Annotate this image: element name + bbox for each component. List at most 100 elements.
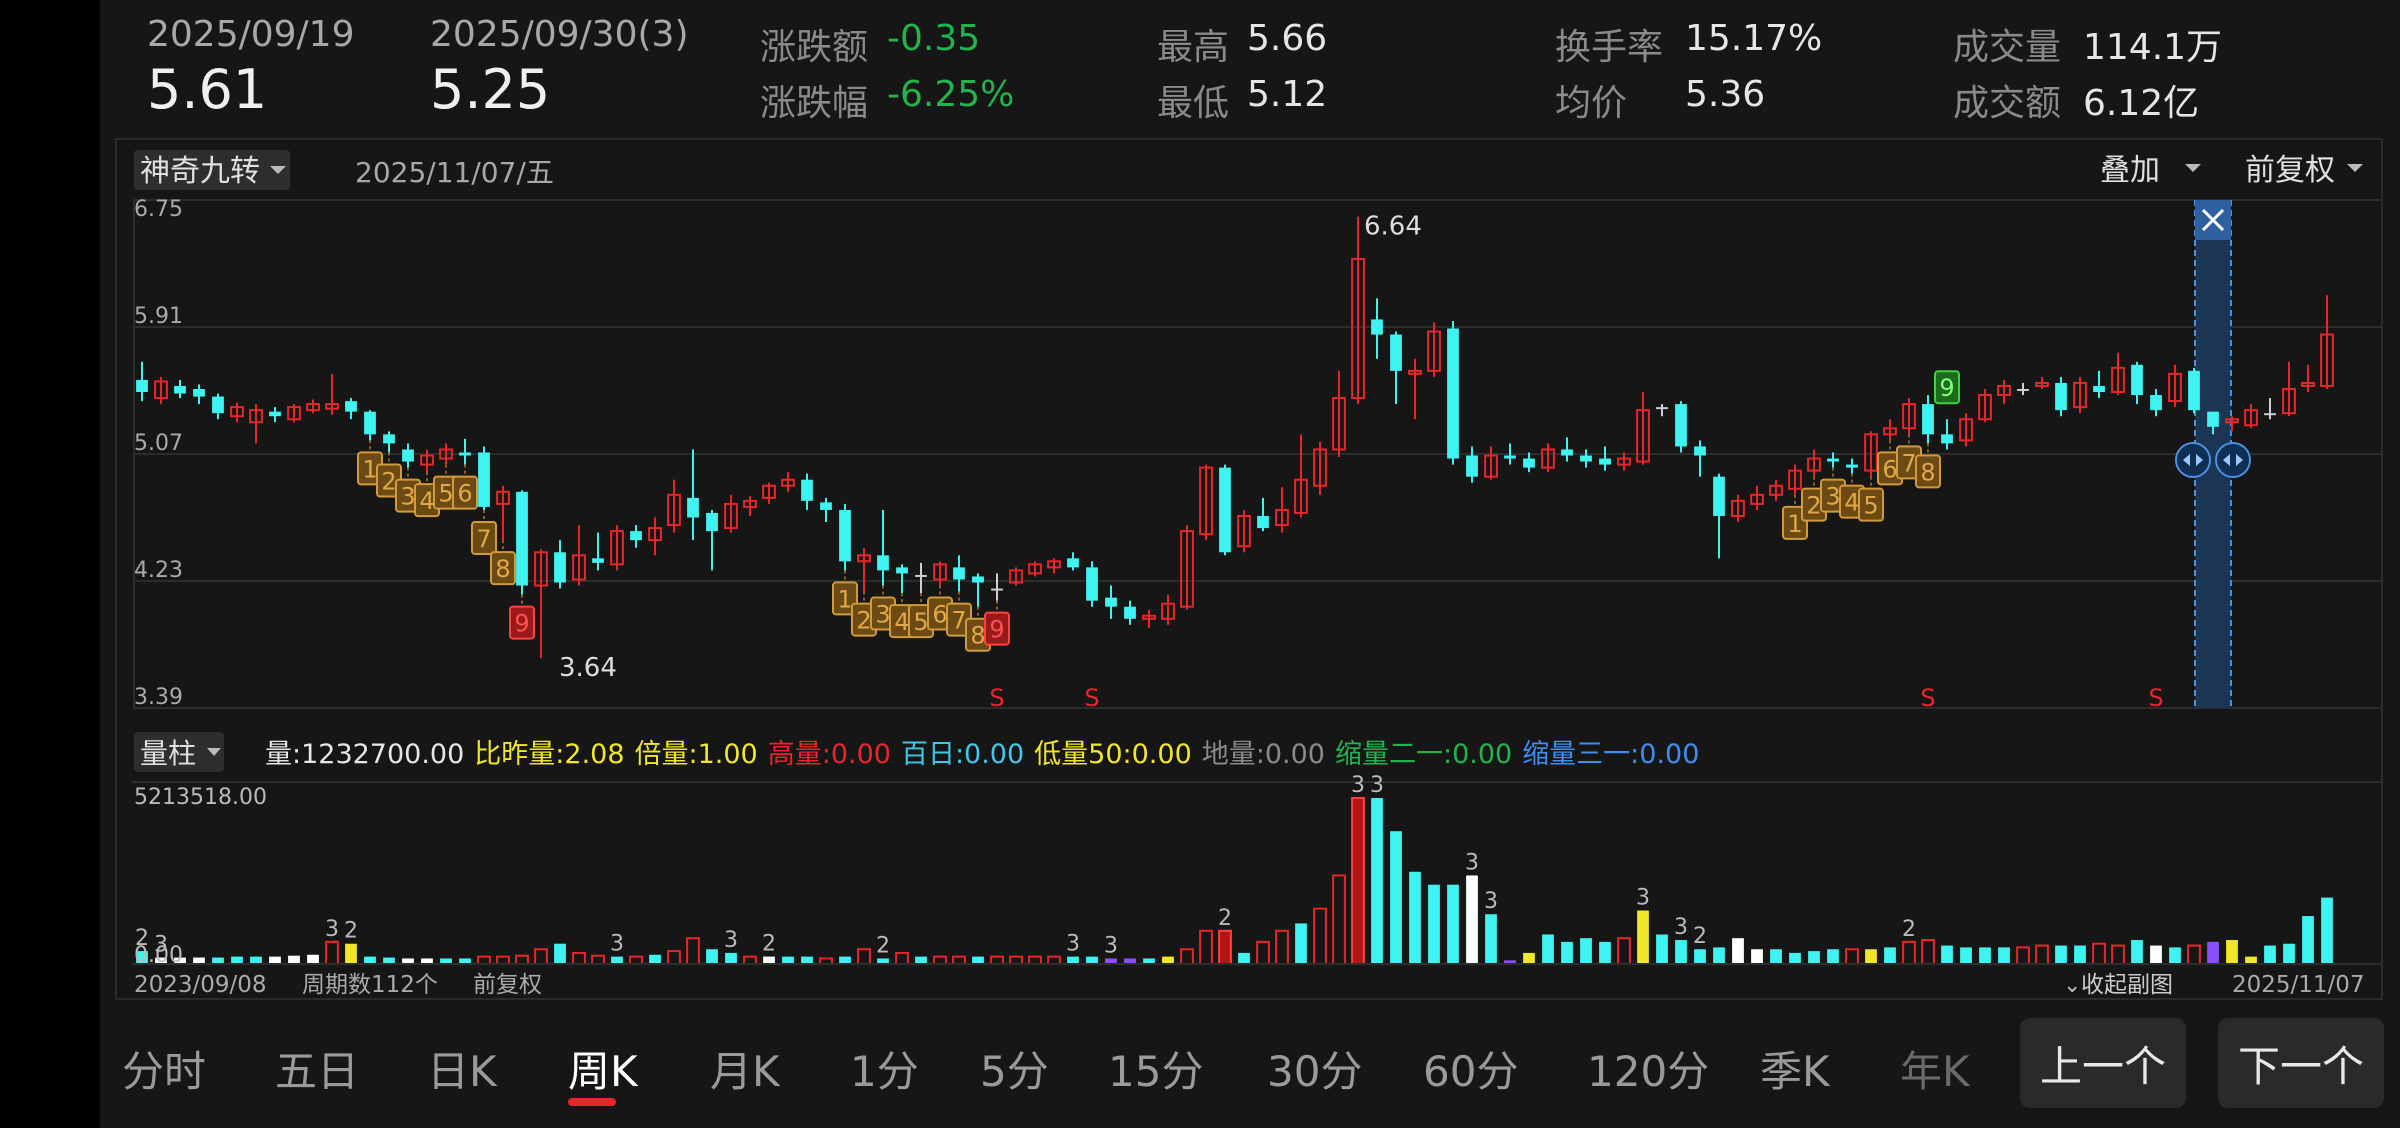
candle-body-down <box>2188 370 2200 411</box>
chart-panel[interactable]: 神奇九转 2025/11/07/五 叠加 前复权 6.75 5.91 5.07 4.2… <box>115 138 2383 1000</box>
chevron-down-double-icon[interactable]: ⌄ <box>2063 973 2081 998</box>
prev-button[interactable]: 上一个 <box>2020 1018 2186 1108</box>
volume-indicator-item: 比昨量:2.08 <box>474 739 624 770</box>
volume-bar-label: 3 <box>154 933 168 958</box>
crosshair-controls[interactable] <box>2175 200 2251 478</box>
volume-bar <box>1599 941 1611 964</box>
collapse-subchart-button[interactable]: 收起副图 <box>2081 972 2173 998</box>
candle-body-down <box>839 509 851 562</box>
chevron-down-icon[interactable] <box>270 166 286 174</box>
volume-bar <box>990 955 1004 965</box>
volume-bar <box>611 956 623 964</box>
indicator-select[interactable]: 神奇九转 <box>140 154 260 189</box>
volume-bar <box>1256 940 1270 965</box>
range-start-price: 5.61 <box>147 58 268 121</box>
volume-bar <box>1105 958 1117 964</box>
nine-turn-number: 7 <box>1901 449 1916 477</box>
adjust-select[interactable]: 前复权 <box>2245 153 2335 188</box>
volume-bar <box>174 957 186 964</box>
nine-turn-tag <box>984 611 1010 646</box>
volume-bar <box>155 957 167 964</box>
candle-body-down <box>269 411 281 417</box>
volume-select-bg[interactable] <box>134 732 224 772</box>
candle-body-up <box>762 484 776 499</box>
nine-turn-tag <box>1934 370 1960 405</box>
candle-body-up <box>2282 387 2296 415</box>
candle-body-up <box>572 554 586 581</box>
tab-10[interactable]: 120分 <box>1587 1047 1710 1096</box>
stock-kline-screen: 2025/09/19 5.61 2025/09/30(3) 5.25 涨跌额 -… <box>100 0 2400 1128</box>
volume-select[interactable]: 量柱 <box>140 737 196 770</box>
volume-bar <box>1180 948 1194 966</box>
candle-body-down <box>991 588 1003 591</box>
volume-bar <box>2321 897 2333 964</box>
candle-body-up <box>1617 457 1631 466</box>
range-end-price: 5.25 <box>430 58 551 121</box>
volume-bar <box>1466 875 1478 964</box>
footer-adjust: 前复权 <box>473 972 542 998</box>
tab-5[interactable]: 1分 <box>850 1047 919 1096</box>
indicator-select-bg[interactable] <box>134 150 290 190</box>
volume-bar <box>1143 958 1155 964</box>
next-button[interactable]: 下一个 <box>2218 1018 2384 1108</box>
candle-body-down <box>1846 464 1858 468</box>
volume-bar <box>364 956 376 964</box>
tab-0[interactable]: 分时 <box>122 1047 207 1096</box>
tab-4[interactable]: 月K <box>710 1047 780 1096</box>
tab-12[interactable]: 年K <box>1900 1047 1970 1096</box>
tab-9[interactable]: 60分 <box>1423 1047 1519 1096</box>
y-tick-label: 3.39 <box>134 685 183 710</box>
candle-body-up <box>2225 418 2239 424</box>
overlay-select[interactable]: 叠加 <box>2100 153 2160 188</box>
candle-body-down <box>1922 404 1934 435</box>
candle-body-up <box>1009 569 1023 584</box>
candle-body-up <box>534 551 548 587</box>
turnover-rate-label: 换手率 <box>1555 27 1664 68</box>
volume-bar <box>2245 956 2257 964</box>
candle-body-up <box>1199 466 1213 536</box>
candle-body-up <box>857 554 871 563</box>
candle-body-up <box>2301 381 2315 387</box>
candle-body-down <box>687 497 699 518</box>
drag-handle-icon <box>2175 442 2211 478</box>
chevron-down-icon[interactable] <box>2185 164 2201 172</box>
candle-body-down <box>1827 458 1839 462</box>
candle-body-up <box>287 406 301 421</box>
volume-bar <box>782 956 794 964</box>
volume-bar <box>250 956 262 964</box>
tab-6[interactable]: 5分 <box>980 1047 1049 1096</box>
candle-body-down <box>1447 328 1459 459</box>
volume-indicator-item: 缩量二一:0.00 <box>1335 739 1512 770</box>
nine-turn-number: 1 <box>837 585 852 613</box>
candle-body-down <box>1713 476 1725 516</box>
drag-handle-icon <box>2215 442 2251 478</box>
tab-8[interactable]: 30分 <box>1267 1047 1363 1096</box>
candle-body-up <box>667 493 681 527</box>
candle-body-down <box>136 379 148 393</box>
chevron-down-icon[interactable] <box>207 748 221 756</box>
active-tab-indicator <box>568 1098 616 1106</box>
candle-body-up <box>439 448 453 460</box>
volume-bar <box>2131 940 2143 964</box>
candle-body-down <box>1656 407 1668 410</box>
nine-turn-number: 2 <box>381 467 396 495</box>
candle-body-up <box>1997 384 2011 397</box>
candle-body-down <box>915 574 927 577</box>
candle-body-up <box>743 499 757 508</box>
chevron-down-icon[interactable] <box>2347 164 2363 172</box>
tab-1[interactable]: 五日 <box>275 1047 360 1096</box>
volume-bar-label: 3 <box>1636 886 1650 911</box>
tab-11[interactable]: 季K <box>1760 1047 1830 1096</box>
tab-2[interactable]: 日K <box>427 1047 497 1096</box>
tab-7[interactable]: 15分 <box>1108 1047 1204 1096</box>
low-price-label: 3.64 <box>559 653 617 683</box>
kline-chart[interactable]: 神奇九转 2025/11/07/五 叠加 前复权 6.75 5.91 5.07 4.2… <box>117 140 2381 998</box>
volume-bar <box>952 955 966 965</box>
candle-body-down <box>345 401 357 412</box>
candle-body-up <box>1427 330 1441 372</box>
tab-3[interactable]: 周K <box>568 1047 638 1096</box>
volume-bar <box>1162 956 1174 964</box>
volume-bar-label: 2 <box>1902 917 1916 942</box>
volume-bar <box>915 956 927 964</box>
candle-body-up <box>724 502 738 530</box>
